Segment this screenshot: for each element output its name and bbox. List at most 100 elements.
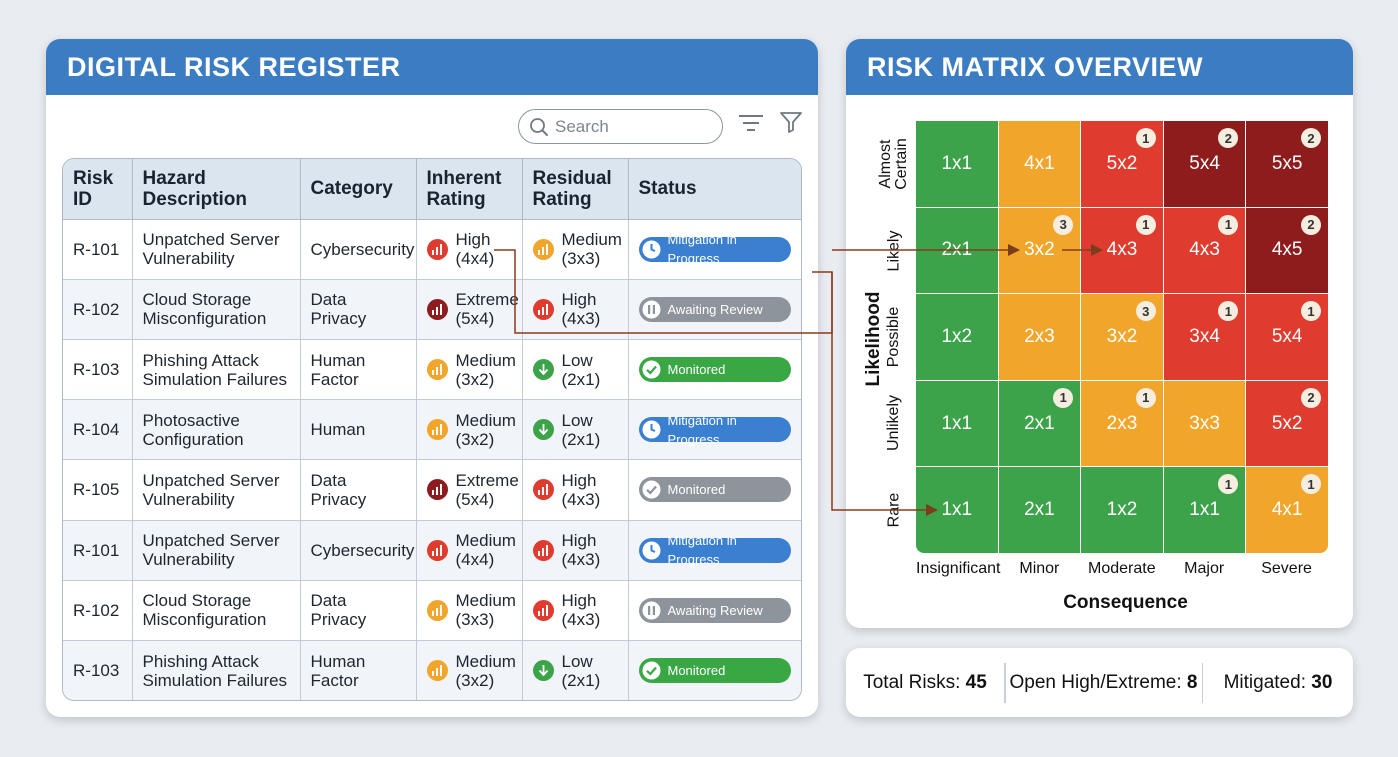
matrix-cell[interactable]: 4x1	[998, 121, 1081, 207]
likelihood-label: Unlikely	[874, 380, 914, 466]
status-badge[interactable]: Mitigation in Progress	[638, 533, 791, 567]
status-badge[interactable]: Mitigation in Progress	[638, 232, 791, 266]
matrix-cell[interactable]: 1x1	[916, 467, 998, 553]
status-text: Monitored	[667, 482, 726, 498]
matrix-cell[interactable]: 5x2 1	[1081, 121, 1163, 207]
matrix-cell[interactable]: 1x2	[916, 294, 998, 380]
inherent-rating-cell: Medium (3x2)	[416, 640, 523, 700]
matrix-cell[interactable]: 5x4 1	[1246, 294, 1328, 380]
table-row[interactable]: R-101 Unpatched Server Vulnerability Cyber…	[63, 520, 801, 581]
status-badge[interactable]: Mitigation in Progress	[638, 413, 791, 447]
status-badge[interactable]: Awaiting Review	[638, 597, 791, 623]
table-row[interactable]: R-102 Cloud Storage Misconfiguration Data …	[63, 580, 801, 642]
table-row[interactable]: R-104 Photosactive Configuration Human Medi…	[63, 399, 801, 461]
bar-chart-icon	[431, 544, 442, 556]
column-header[interactable]: Status	[628, 159, 801, 220]
matrix-cell-score: 4x3	[1106, 239, 1138, 261]
table-row[interactable]: R-103 Phishing Attack Simulation Failures…	[63, 640, 801, 700]
inherent-level: Medium	[455, 350, 516, 370]
matrix-cell-score: 1x1	[941, 152, 973, 174]
risk-count-badge: 2	[1218, 128, 1239, 148]
inherent-rating-cell: Medium (4x4)	[416, 520, 523, 581]
matrix-cell[interactable]: 1x2	[1081, 467, 1163, 553]
risk-matrix-grid: 1x1 4x1 5x2 1 5x4 2 5x5 2 2x1 3x2 3 4x3 1 4x3 1 4x5 2 1x2…	[916, 121, 1328, 553]
table-row[interactable]: R-101 Unpatched Server Vulnerability Cyber…	[63, 219, 801, 280]
matrix-cell[interactable]: 2x1	[916, 207, 998, 294]
residual-level: Low	[561, 651, 593, 671]
residual-level: Medium	[561, 230, 622, 250]
sort-icon[interactable]	[738, 112, 764, 134]
matrix-cell-score: 1x1	[941, 499, 973, 521]
matrix-cell[interactable]: 2x1	[998, 467, 1081, 553]
matrix-cell[interactable]: 3x2 3	[998, 207, 1081, 294]
bar-chart-icon	[431, 364, 442, 376]
table-row[interactable]: R-103 Phishing Attack Simulation Failures…	[63, 339, 801, 401]
status-text: Monitored	[667, 663, 726, 679]
column-header[interactable]: Category	[300, 159, 417, 220]
category-cell: Human	[300, 399, 417, 461]
likelihood-label-text: Possible	[885, 306, 903, 368]
category-cell: Human Factor	[300, 640, 417, 700]
search-input[interactable]	[555, 115, 715, 139]
matrix-cell[interactable]: 4x1 1	[1246, 467, 1328, 553]
bar-chart-icon	[537, 544, 548, 556]
matrix-cell[interactable]: 1x1	[916, 121, 998, 207]
rating-dot	[532, 599, 554, 621]
likelihood-label-text: Almost Certain	[877, 138, 911, 190]
matrix-cell[interactable]: 1x1 1	[1163, 467, 1246, 553]
matrix-cell[interactable]: 5x5 2	[1246, 121, 1328, 207]
open-high-extreme-label: Open High/Extreme:	[1009, 671, 1182, 693]
column-header[interactable]: Residual Rating	[522, 159, 629, 220]
consequence-label: Severe	[1261, 560, 1312, 577]
category-cell: Cybersecurity	[300, 520, 417, 581]
matrix-cell[interactable]: 4x3 1	[1163, 207, 1246, 294]
column-header[interactable]: Inherent Rating	[416, 159, 523, 220]
hazard-description-cell: Cloud Storage Misconfiguration	[132, 279, 301, 340]
category-cell: Data Privacy	[300, 580, 417, 642]
table-row[interactable]: R-102 Cloud Storage Misconfiguration Data …	[63, 279, 801, 340]
bar-chart-icon	[431, 484, 442, 496]
risk-count-badge: 1	[1135, 214, 1156, 235]
hazard-description-cell: Photosactive Configuration	[132, 399, 301, 461]
matrix-cell[interactable]: 2x3	[998, 294, 1081, 380]
residual-level: High	[561, 531, 597, 551]
rating-dot	[532, 298, 554, 320]
matrix-cell[interactable]: 2x3 1	[1081, 380, 1163, 467]
column-header[interactable]: Hazard Description	[132, 159, 301, 220]
matrix-cell[interactable]: 3x4 1	[1163, 294, 1246, 380]
status-badge[interactable]: Awaiting Review	[638, 296, 791, 322]
search-icon	[530, 118, 548, 136]
register-toolbar	[46, 95, 818, 159]
column-header[interactable]: Risk ID	[63, 159, 133, 220]
matrix-cell[interactable]: 5x4 2	[1163, 121, 1246, 207]
total-risks-stat: Total Risks: 45	[846, 672, 1004, 694]
risk-count-badge: 1	[1218, 301, 1239, 322]
table-row[interactable]: R-105 Unpatched Server Vulnerability Data …	[63, 459, 801, 521]
status-badge[interactable]: Monitored	[638, 658, 791, 684]
matrix-cell-score: 1x1	[941, 412, 973, 434]
risk-id-cell: R-105	[63, 459, 133, 521]
consequence-axis-title: Consequence	[1063, 592, 1188, 613]
hazard-description-cell: Unpatched Server Vulnerability	[132, 520, 301, 581]
matrix-cell[interactable]: 1x1	[916, 380, 998, 467]
matrix-cell[interactable]: 3x2 3	[1081, 294, 1163, 380]
risk-count-badge: 3	[1053, 214, 1074, 235]
matrix-cell[interactable]: 4x3 1	[1081, 207, 1163, 294]
likelihood-label: Rare	[874, 467, 914, 553]
rating-dot	[532, 539, 554, 561]
status-badge[interactable]: Monitored	[638, 357, 791, 383]
risk-count-badge: 1	[1218, 474, 1239, 495]
filter-icon[interactable]	[779, 110, 803, 134]
matrix-cell[interactable]: 3x3	[1163, 380, 1246, 467]
residual-rating-cell: Low (2x1)	[522, 640, 629, 700]
matrix-cell-score: 5x4	[1189, 152, 1220, 174]
status-badge[interactable]: Monitored	[638, 477, 791, 503]
residual-score: (2x1)	[561, 369, 601, 389]
matrix-cell[interactable]: 2x1 1	[998, 380, 1081, 467]
inherent-score: (3x3)	[455, 610, 495, 630]
search-box[interactable]	[518, 109, 723, 144]
matrix-cell-score: 1x2	[941, 325, 973, 347]
matrix-cell[interactable]: 5x2 2	[1246, 380, 1328, 467]
matrix-cell[interactable]: 4x5 2	[1246, 207, 1328, 294]
status-text: Mitigation in Progress	[667, 533, 737, 568]
